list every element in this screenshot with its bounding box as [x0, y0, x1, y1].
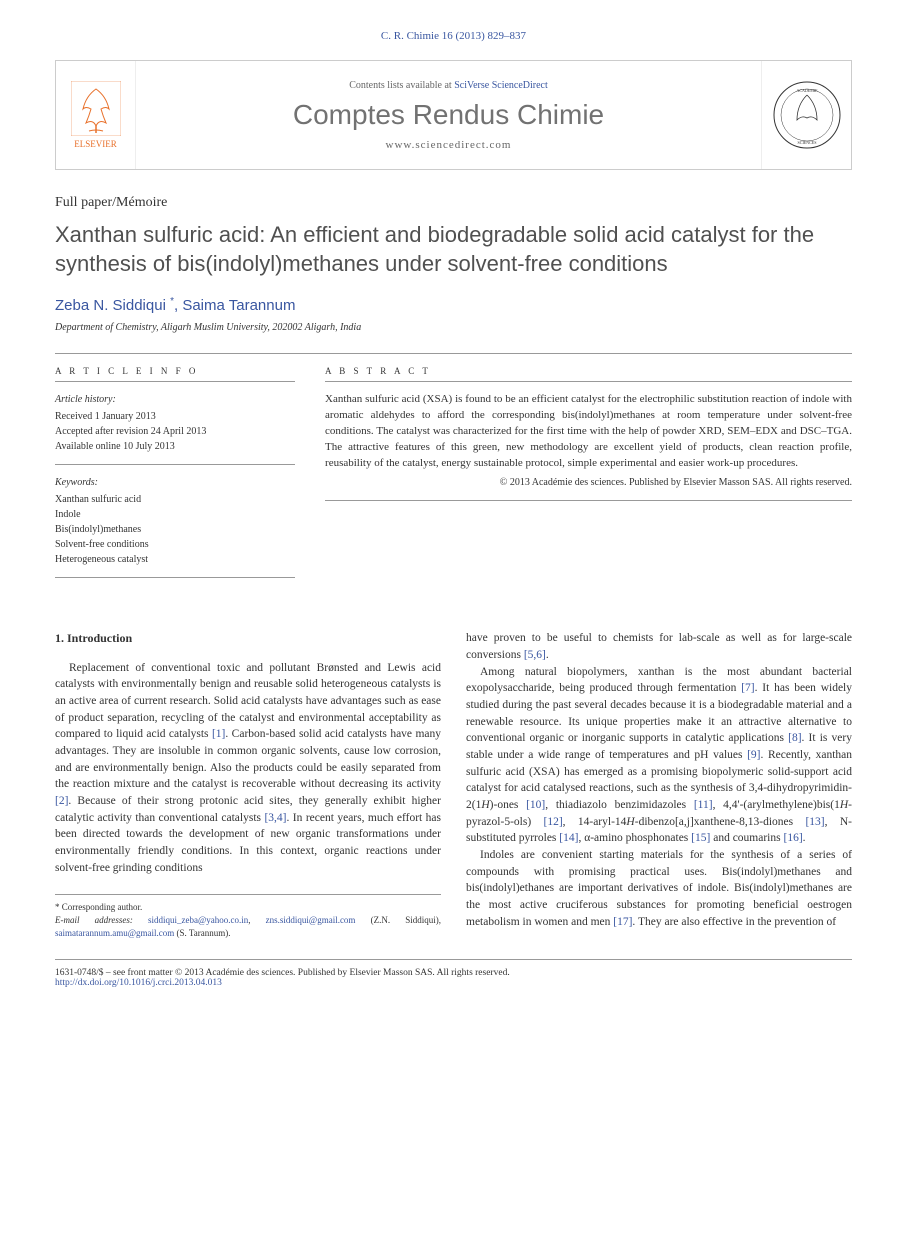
author-name-1: (Z.N. Siddiqui),	[355, 915, 441, 925]
paper-title: Xanthan sulfuric acid: An efficient and …	[55, 221, 852, 278]
intro-para-3: Indoles are convenient starting material…	[466, 847, 852, 930]
received-date: Received 1 January 2013	[55, 409, 295, 424]
issn-copyright: 1631-0748/$ – see front matter © 2013 Ac…	[55, 968, 852, 978]
corr-mark: *	[170, 296, 174, 307]
ref-14[interactable]: [14]	[559, 832, 578, 844]
abstract-label: A B S T R A C T	[325, 366, 852, 382]
ref-8[interactable]: [8]	[788, 732, 801, 744]
article-history: Article history: Received 1 January 2013…	[55, 392, 295, 465]
keyword: Bis(indolyl)methanes	[55, 522, 295, 537]
academie-seal: ACADEMIE SCIENCES	[761, 61, 851, 169]
ref-9[interactable]: [9]	[747, 749, 760, 761]
keyword: Heterogeneous catalyst	[55, 552, 295, 567]
email-3[interactable]: saimatarannum.amu@gmail.com	[55, 928, 174, 938]
elsevier-tree-icon	[71, 81, 121, 136]
header-center: Contents lists available at SciVerse Sci…	[136, 70, 761, 161]
sciencedirect-url: www.sciencedirect.com	[136, 139, 761, 151]
email-label: E-mail addresses:	[55, 915, 148, 925]
journal-name: Comptes Rendus Chimie	[136, 99, 761, 131]
keyword: Solvent-free conditions	[55, 537, 295, 552]
elsevier-text: ELSEVIER	[74, 139, 117, 149]
info-abstract-row: A R T I C L E I N F O Article history: R…	[55, 353, 852, 600]
keywords-heading: Keywords:	[55, 475, 295, 490]
corresponding-author: * Corresponding author.	[55, 901, 441, 914]
sciverse-link[interactable]: SciVerse ScienceDirect	[454, 80, 548, 91]
ref-17[interactable]: [17]	[613, 916, 632, 928]
svg-text:ACADEMIE: ACADEMIE	[796, 88, 818, 93]
body-columns: 1. Introduction Replacement of conventio…	[55, 630, 852, 939]
intro-para-2: Among natural biopolymers, xanthan is th…	[466, 664, 852, 847]
contents-available: Contents lists available at SciVerse Sci…	[136, 80, 761, 91]
paper-type: Full paper/Mémoire	[55, 195, 852, 211]
affiliation: Department of Chemistry, Aligarh Muslim …	[55, 322, 852, 333]
author-1[interactable]: Zeba N. Siddiqui	[55, 297, 166, 314]
author-2[interactable]: Saima Tarannum	[182, 297, 295, 314]
abstract-body: Xanthan sulfuric acid (XSA) is found to …	[325, 393, 852, 469]
online-date: Available online 10 July 2013	[55, 439, 295, 454]
elsevier-logo: ELSEVIER	[56, 61, 136, 169]
email-1[interactable]: siddiqui_zeba@yahoo.co.in	[148, 915, 248, 925]
footnote-area: * Corresponding author. E-mail addresses…	[55, 894, 441, 939]
ref-1[interactable]: [1]	[212, 728, 225, 740]
author-name-2: (S. Tarannum).	[174, 928, 230, 938]
right-column: have proven to be useful to chemists for…	[466, 630, 852, 939]
left-column: 1. Introduction Replacement of conventio…	[55, 630, 441, 939]
ref-10[interactable]: [10]	[526, 799, 545, 811]
keyword: Indole	[55, 507, 295, 522]
seal-icon: ACADEMIE SCIENCES	[772, 80, 842, 150]
citation-line: C. R. Chimie 16 (2013) 829–837	[55, 30, 852, 42]
history-heading: Article history:	[55, 392, 295, 407]
doi-link[interactable]: http://dx.doi.org/10.1016/j.crci.2013.04…	[55, 978, 222, 988]
keyword: Xanthan sulfuric acid	[55, 492, 295, 507]
intro-para-1: Replacement of conventional toxic and po…	[55, 660, 441, 877]
section-1-title: 1. Introduction	[55, 630, 441, 647]
intro-para-1-cont: have proven to be useful to chemists for…	[466, 630, 852, 663]
email-line: E-mail addresses: siddiqui_zeba@yahoo.co…	[55, 914, 441, 939]
ref-11[interactable]: [11]	[694, 799, 713, 811]
ref-13[interactable]: [13]	[805, 816, 824, 828]
article-info: A R T I C L E I N F O Article history: R…	[55, 354, 310, 600]
ref-15[interactable]: [15]	[691, 832, 710, 844]
authors: Zeba N. Siddiqui *, Saima Tarannum	[55, 296, 852, 314]
ref-3-4[interactable]: [3,4]	[264, 812, 286, 824]
bottom-meta: 1631-0748/$ – see front matter © 2013 Ac…	[55, 959, 852, 988]
ref-2[interactable]: [2]	[55, 795, 68, 807]
ref-5-6[interactable]: [5,6]	[524, 649, 546, 661]
ref-7[interactable]: [7]	[741, 682, 754, 694]
keywords-block: Keywords: Xanthan sulfuric acid Indole B…	[55, 475, 295, 578]
ref-16[interactable]: [16]	[783, 832, 802, 844]
accepted-date: Accepted after revision 24 April 2013	[55, 424, 295, 439]
ref-12[interactable]: [12]	[543, 816, 562, 828]
journal-header: ELSEVIER Contents lists available at Sci…	[55, 60, 852, 170]
article-info-label: A R T I C L E I N F O	[55, 366, 295, 382]
email-2[interactable]: zns.siddiqui@gmail.com	[266, 915, 356, 925]
contents-prefix: Contents lists available at	[349, 80, 454, 91]
svg-text:SCIENCES: SCIENCES	[797, 140, 816, 145]
abstract-text: Xanthan sulfuric acid (XSA) is found to …	[325, 392, 852, 501]
abstract-column: A B S T R A C T Xanthan sulfuric acid (X…	[310, 354, 852, 600]
abstract-copyright: © 2013 Académie des sciences. Published …	[325, 476, 852, 491]
